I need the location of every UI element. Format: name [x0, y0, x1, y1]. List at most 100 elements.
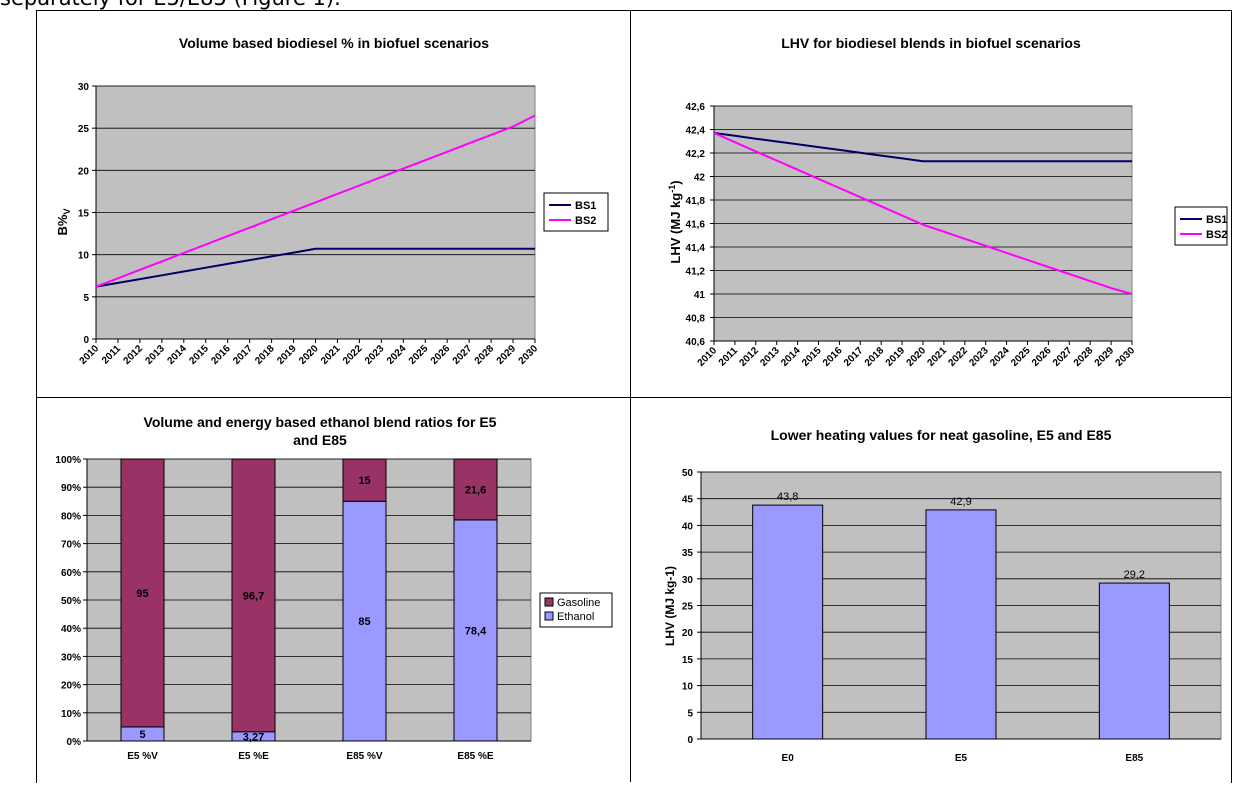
y-tick-label: 30% [61, 652, 81, 663]
legend-label-bs1: BS1 [1206, 214, 1227, 226]
y-tick-label: 45 [682, 495, 694, 506]
chart-title: Lower heating values for neat gasoline, … [771, 427, 1112, 443]
y-tick-label: 40,8 [686, 314, 706, 325]
x-tick-label: 2017 [231, 343, 255, 367]
x-tick-label: 2021 [319, 343, 343, 367]
chart-biodiesel-lhv: LHV for biodiesel blends in biofuel scen… [667, 35, 1228, 369]
y-tick-label: 42,2 [686, 149, 706, 160]
y-tick-label: 41 [694, 290, 706, 301]
x-tick-label: 2020 [297, 343, 321, 367]
chart-title-line-1: Volume and energy based ethanol blend ra… [144, 414, 497, 430]
data-label: 42,9 [950, 496, 971, 508]
data-label-ethanol: 85 [358, 616, 370, 628]
legend-label-gasoline: Gasoline [557, 597, 600, 609]
x-tick-label: 2010 [696, 345, 720, 369]
y-tick-label: 5 [83, 293, 89, 304]
y-tick-label: 10 [682, 682, 694, 693]
x-tick-label: 2021 [926, 345, 950, 369]
y-tick-label: 10% [61, 709, 81, 720]
y-tick-label: 15 [682, 655, 694, 666]
y-tick-label: 50% [61, 596, 81, 607]
x-tick-label: E0 [782, 753, 795, 764]
x-tick-label: E5 [955, 753, 968, 764]
y-tick-label: 15 [78, 209, 90, 220]
data-label-ethanol: 5 [139, 729, 145, 741]
legend-box [1174, 206, 1228, 246]
legend-swatch-gasoline [544, 597, 554, 607]
x-tick-label: 2016 [821, 345, 845, 369]
x-tick-label: 2011 [717, 345, 740, 368]
y-tick-label: 10 [78, 251, 90, 262]
x-tick-label: 2027 [451, 343, 475, 367]
chart-title: LHV for biodiesel blends in biofuel scen… [781, 35, 1081, 51]
x-tick-label: 2010 [78, 343, 102, 367]
x-tick-label: E5 %V [127, 751, 158, 762]
x-tick-label: 2015 [800, 345, 824, 369]
bar [925, 509, 997, 740]
y-tick-label: 30 [682, 575, 694, 586]
x-tick-label: 2025 [1009, 345, 1033, 369]
y-tick-label: 40 [682, 521, 694, 532]
legend-swatch-ethanol [544, 611, 554, 621]
y-tick-label: 35 [682, 548, 694, 559]
legend-label-ethanol: Ethanol [557, 611, 594, 623]
chart-title: Volume based biodiesel % in biofuel scen… [179, 35, 489, 51]
figure-frame [36, 10, 1232, 783]
y-tick-label: 41,4 [686, 243, 706, 254]
x-tick-label: 2014 [165, 343, 189, 367]
y-tick-label: 25 [78, 124, 90, 135]
plot-area: 40,6 40,8 41 41,2 41,4 41,6 41,8 42 42,2 42,4 42,6… [686, 102, 1138, 369]
frame-divider-horizontal [36, 397, 1231, 398]
y-tick-label: 20 [78, 166, 90, 177]
x-tick-label: 2012 [737, 345, 761, 369]
x-tick-label: 2022 [946, 345, 970, 369]
series-line-bs2 [713, 132, 1133, 295]
y-tick-label: 20% [61, 681, 81, 692]
legend-label-bs1: BS1 [575, 200, 596, 212]
y-tick-label: 42 [694, 173, 706, 184]
y-tick-label: 80% [61, 511, 81, 522]
y-tick-label: 41,8 [686, 196, 706, 207]
data-label-gasoline: 96,7 [243, 590, 264, 602]
y-axis-title: LHV (MJ kg-1) [663, 566, 677, 646]
y-tick-label: 40,6 [686, 337, 706, 348]
series-line-bs1 [713, 132, 1132, 163]
plot-area: 0 5 10 15 20 25 30 35 40 45 50 43,8 E0 42,9 E5 29,2 E85 [682, 468, 1222, 764]
y-axis-title: LHV (MJ kg-1) [667, 180, 683, 263]
x-tick-label: 2011 [100, 343, 123, 366]
x-tick-label: 2028 [1072, 345, 1096, 369]
x-tick-label: 2029 [495, 343, 519, 367]
chart-biodiesel-volume: Volume based biodiesel % in biofuel scen… [55, 35, 609, 367]
data-label-ethanol: 78,4 [465, 625, 487, 637]
y-tick-label: 0 [687, 735, 693, 746]
x-tick-label: 2022 [341, 343, 365, 367]
x-tick-label: 2030 [517, 343, 541, 367]
y-tick-label: 25 [682, 602, 694, 613]
series-line-bs1 [95, 247, 535, 288]
y-tick-label: 20 [682, 628, 694, 639]
x-tick-label: E85 %V [346, 751, 382, 762]
bar [1098, 582, 1170, 740]
intro-text: separately for E5/E85 (Figure 1). [0, 0, 341, 10]
data-label-ethanol: 3,27 [243, 731, 264, 743]
x-tick-label: 2015 [187, 343, 211, 367]
x-tick-label: 2026 [429, 343, 453, 367]
legend-label-bs2: BS2 [575, 215, 596, 227]
x-tick-label: 2014 [779, 345, 803, 369]
bar-segment-gasoline [342, 458, 387, 502]
x-tick-label: E85 [1125, 753, 1143, 764]
chart-ethanol-blend-ratios: Volume and energy based ethanol blend ra… [55, 414, 613, 762]
y-tick-label: 5 [687, 708, 693, 719]
data-label-gasoline: 21,6 [465, 484, 486, 496]
series-line-bs2 [95, 114, 536, 288]
x-tick-label: 2029 [1093, 345, 1117, 369]
x-tick-label: 2024 [988, 345, 1012, 369]
x-tick-label: 2023 [967, 345, 991, 369]
y-tick-label: 40% [61, 624, 81, 635]
x-tick-label: 2025 [407, 343, 431, 367]
x-tick-label: 2028 [473, 343, 497, 367]
plot-area: 0510152025302010201120122013201420152016… [78, 82, 541, 367]
legend: Gasoline Ethanol [539, 592, 613, 628]
data-label-gasoline: 95 [136, 588, 148, 600]
